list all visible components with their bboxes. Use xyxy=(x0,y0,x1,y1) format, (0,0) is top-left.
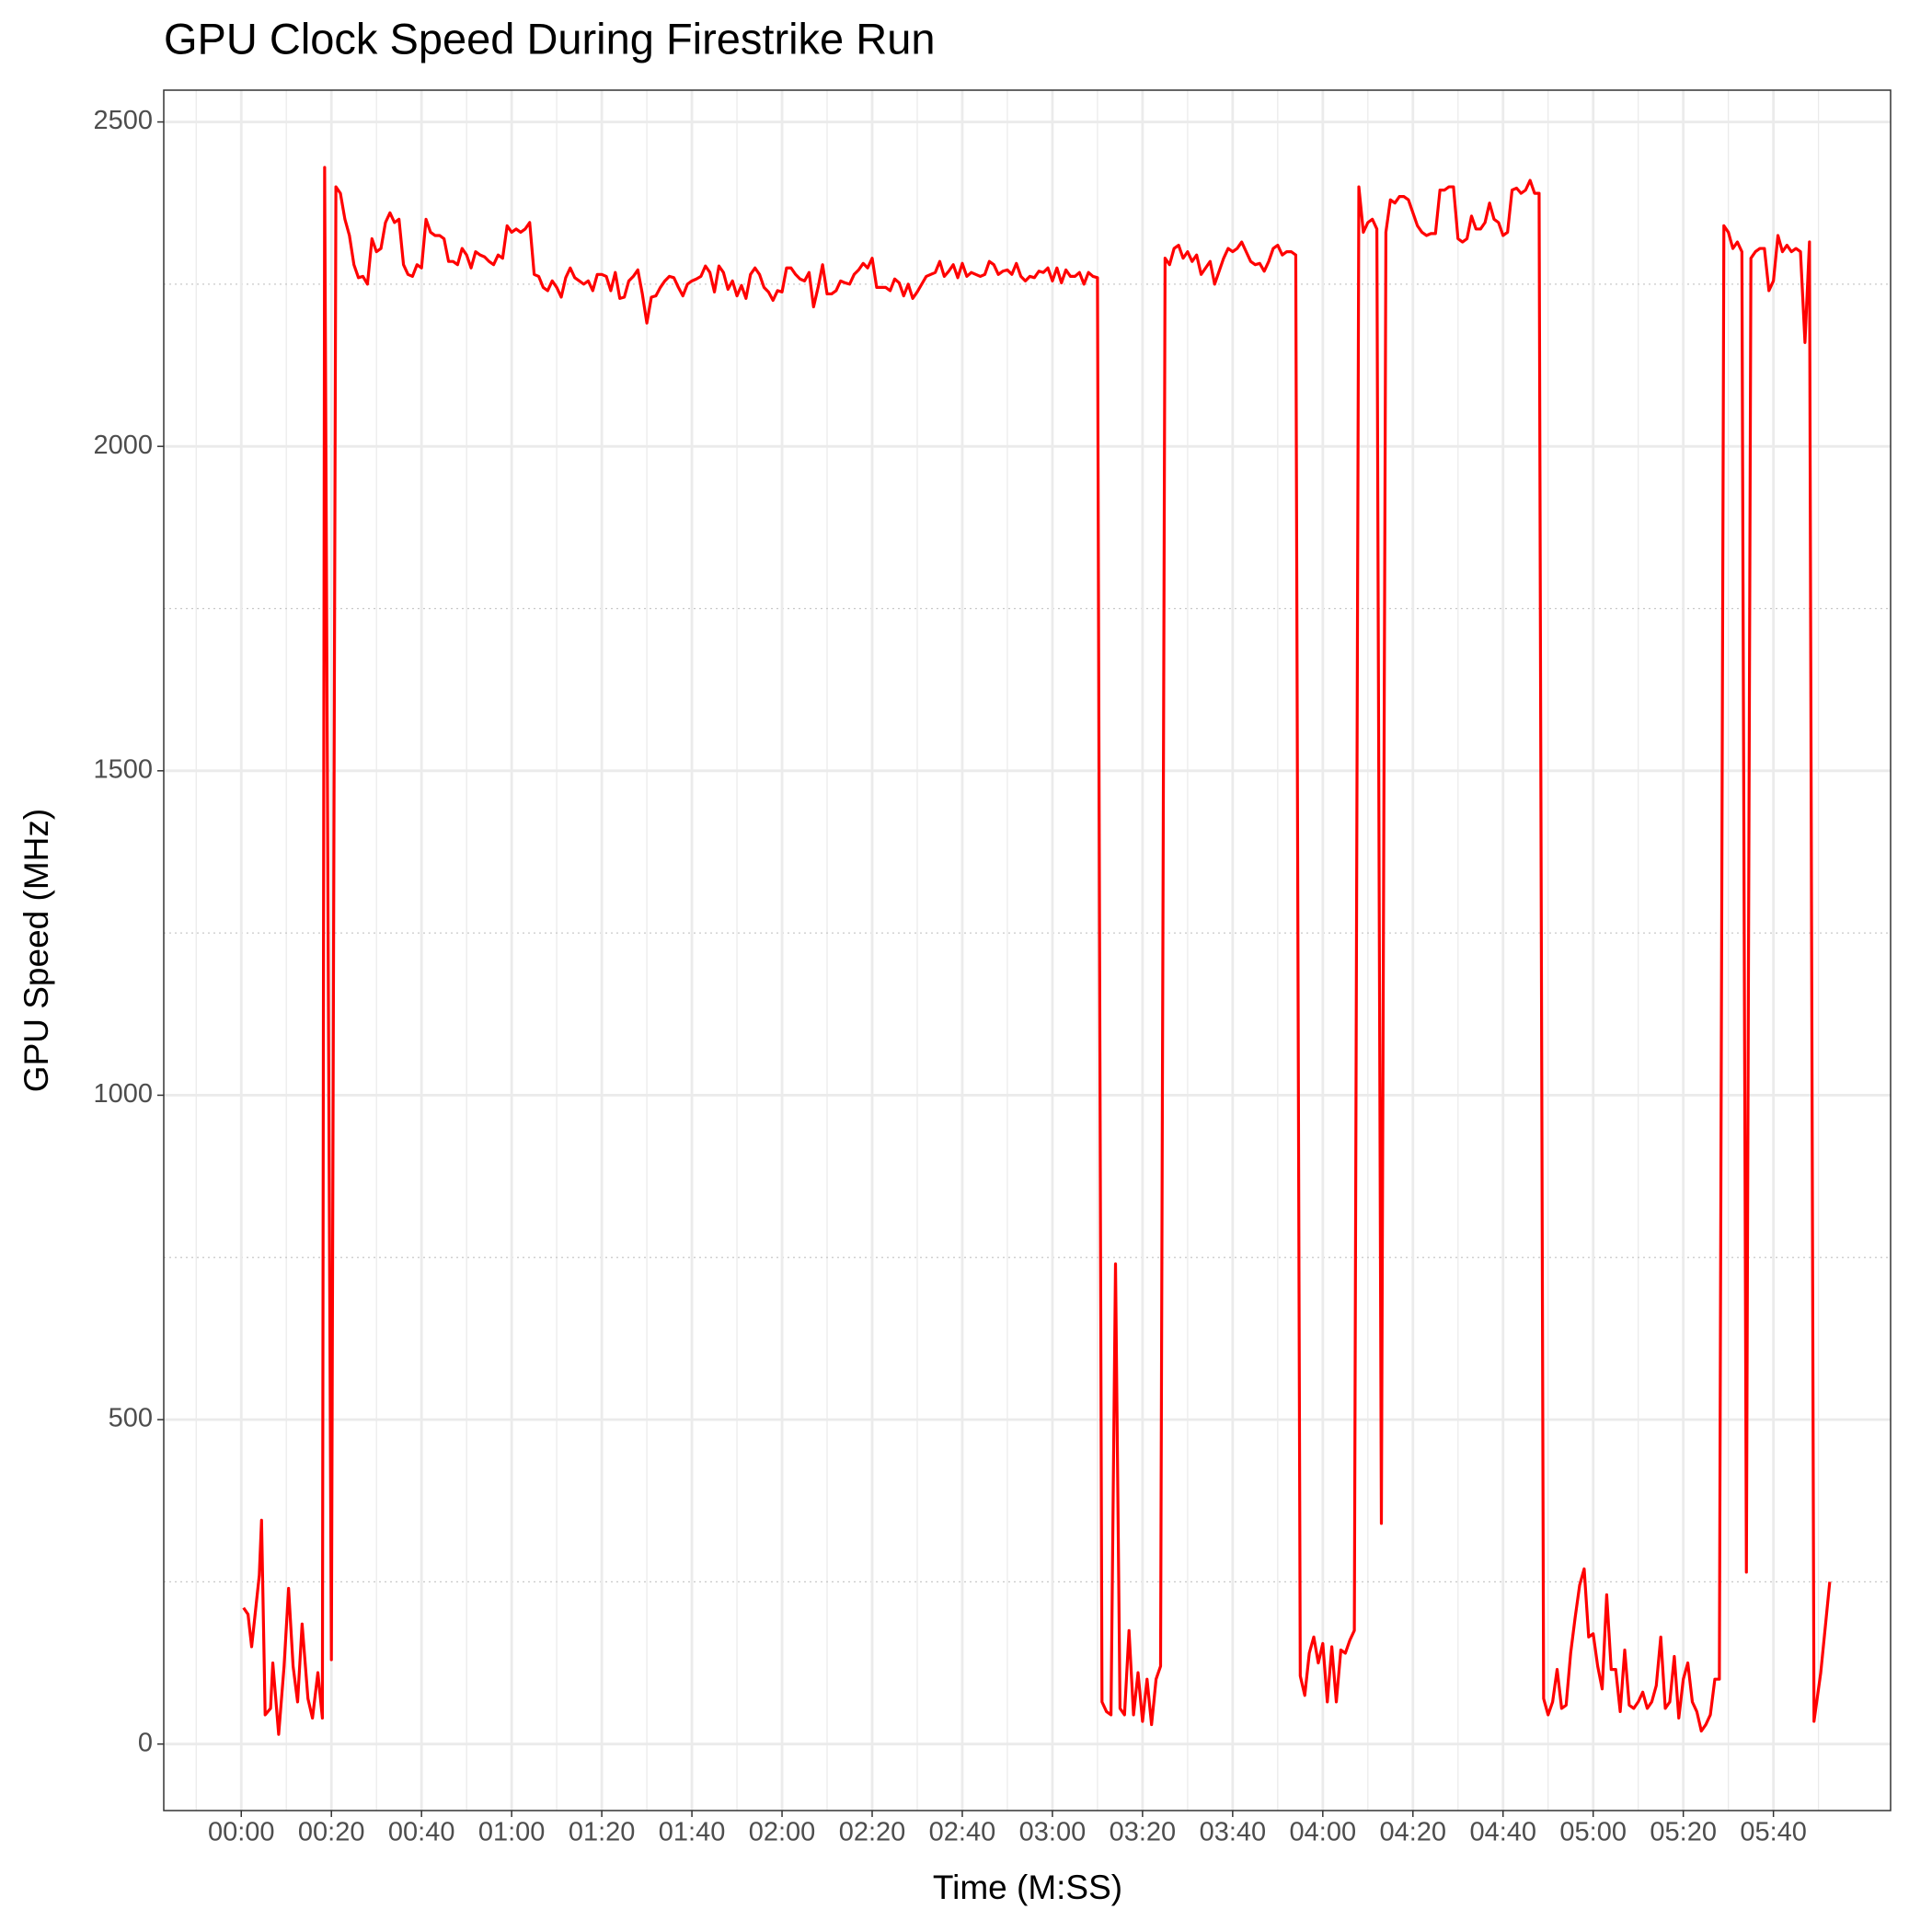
x-tick-label: 00:20 xyxy=(298,1818,365,1847)
x-tick-label: 05:40 xyxy=(1740,1818,1807,1847)
x-tick-label: 05:20 xyxy=(1650,1818,1717,1847)
x-tick-label: 00:40 xyxy=(388,1818,455,1847)
x-tick-label: 01:40 xyxy=(659,1818,726,1847)
x-tick-label: 03:40 xyxy=(1200,1818,1267,1847)
x-tick-label: 05:00 xyxy=(1559,1818,1627,1847)
y-axis-title: GPU Speed (MHz) xyxy=(17,809,55,1092)
x-tick-label: 02:40 xyxy=(929,1818,996,1847)
y-tick-label: 2500 xyxy=(93,106,153,135)
y-tick-label: 1000 xyxy=(93,1079,153,1109)
x-tick-label: 00:00 xyxy=(208,1818,275,1847)
chart-title: GPU Clock Speed During Firestrike Run xyxy=(164,14,935,63)
plot-background xyxy=(164,90,1891,1811)
x-tick-label: 04:20 xyxy=(1379,1818,1446,1847)
y-tick-label: 500 xyxy=(109,1404,153,1433)
y-tick-label: 0 xyxy=(138,1728,153,1757)
x-tick-label: 01:20 xyxy=(569,1818,636,1847)
x-tick-label: 03:00 xyxy=(1019,1818,1087,1847)
y-tick-label: 2000 xyxy=(93,431,153,460)
x-tick-label: 02:20 xyxy=(839,1818,906,1847)
x-tick-label: 03:20 xyxy=(1110,1818,1177,1847)
x-tick-label: 01:00 xyxy=(478,1818,546,1847)
data-line xyxy=(242,166,1832,1736)
x-tick-label: 02:00 xyxy=(749,1818,816,1847)
plot-border xyxy=(163,89,1892,1811)
x-tick-label: 04:00 xyxy=(1290,1818,1357,1847)
x-tick-label: 04:40 xyxy=(1469,1818,1536,1847)
x-axis-title: Time (M:SS) xyxy=(933,1869,1122,1906)
y-tick-label: 1500 xyxy=(93,754,153,784)
